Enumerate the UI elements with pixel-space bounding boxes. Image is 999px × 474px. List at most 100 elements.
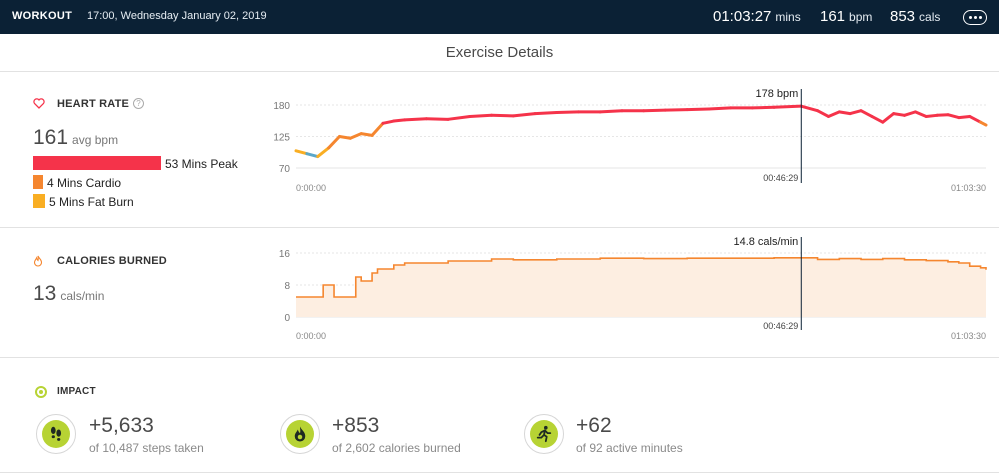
cals-value: 853 <box>890 8 916 25</box>
flame-icon <box>33 255 43 267</box>
active-minutes-impact-sub: of 92 active minutes <box>576 441 683 455</box>
series-segment <box>816 109 830 118</box>
y-tick-label: 70 <box>279 164 291 175</box>
calories-value: 13 <box>33 282 57 305</box>
footsteps-icon <box>50 426 62 441</box>
series-segment <box>359 132 374 137</box>
x-tick-label: 01:03:30 <box>951 331 986 341</box>
series-segment <box>859 109 874 118</box>
calories-badge <box>280 414 320 454</box>
series-segment <box>381 119 396 125</box>
heart-rate-label: HEART RATE <box>57 98 130 110</box>
cursor-time-label: 00:46:29 <box>763 173 798 183</box>
series-segment <box>348 132 363 140</box>
series-segment <box>979 120 988 127</box>
workout-title: WORKOUT <box>12 10 73 22</box>
calories-chart[interactable]: 16 8 0 14.8 cals/min 00:46:29 0:00:00 01:03:30 <box>0 232 999 352</box>
runner-icon <box>536 425 552 443</box>
more-options-button[interactable] <box>963 10 987 25</box>
series-segment <box>305 152 320 159</box>
series-segment <box>468 113 494 118</box>
x-tick-label: 0:00:00 <box>296 331 326 341</box>
series-segment <box>392 118 407 123</box>
steps-impact-value: +5,633 <box>89 414 154 437</box>
series-segment <box>903 110 917 117</box>
series-segment <box>826 110 841 118</box>
zone-bar <box>33 156 161 170</box>
cals-unit: cals <box>919 10 941 24</box>
duration-unit: mins <box>775 10 801 24</box>
x-tick-label: 0:00:00 <box>296 183 326 193</box>
section-divider <box>0 227 999 228</box>
series-segment <box>316 146 331 159</box>
series-segment <box>924 113 939 118</box>
series-line <box>296 257 987 298</box>
zone-bar <box>33 175 43 189</box>
series-segment <box>337 135 352 140</box>
series-segment <box>946 113 961 120</box>
series-segment <box>772 104 803 109</box>
bpm-stat: 161 bpm <box>820 8 872 25</box>
duration-stat: 01:03:27 mins <box>713 8 801 25</box>
impact-ring-icon <box>35 386 47 398</box>
y-tick-label: 0 <box>284 313 290 324</box>
series-segment <box>555 110 581 114</box>
series-segment <box>848 109 863 116</box>
active-minutes-impact-value: +62 <box>576 414 612 437</box>
avg-bpm-unit: avg bpm <box>72 133 119 147</box>
series-segment <box>663 108 689 112</box>
series-segment <box>870 114 885 124</box>
series-segment <box>799 104 820 113</box>
series-segment <box>892 112 907 117</box>
cursor-value-label: 178 bpm <box>755 88 798 100</box>
zone-bar <box>33 194 45 208</box>
series-segment <box>370 121 385 137</box>
steps-badge <box>36 414 76 454</box>
more-dot-icon <box>968 16 972 19</box>
series-segment <box>598 109 624 114</box>
zone-label: 4 Mins Cardio <box>47 176 122 190</box>
avg-heart-rate: 161 avg bpm <box>33 126 118 150</box>
more-dot-icon <box>978 16 982 19</box>
series-segment <box>533 110 559 116</box>
steps-impact-sub: of 10,487 steps taken <box>89 441 204 455</box>
bpm-unit: bpm <box>849 10 873 24</box>
workout-date: 17:00, Wednesday January 02, 2019 <box>87 10 267 22</box>
heart-icon <box>33 98 45 109</box>
series-segment <box>403 117 428 122</box>
series-segment <box>707 106 733 111</box>
page-title: Exercise Details <box>0 34 999 72</box>
series-segment <box>935 113 950 117</box>
section-divider <box>0 357 999 358</box>
cals-stat: 853 cals <box>890 8 940 25</box>
series-segment <box>913 110 928 118</box>
flame-icon <box>294 426 306 442</box>
series-segment <box>881 112 896 124</box>
series-segment <box>294 149 309 156</box>
y-tick-label: 180 <box>273 101 290 112</box>
calories-impact-value: +853 <box>332 414 380 437</box>
x-tick-label: 01:03:30 <box>951 183 986 193</box>
y-tick-label: 8 <box>284 281 290 292</box>
area-fill <box>296 257 986 317</box>
heart-rate-chart[interactable]: 180 125 70 178 bpm 00:46:29 0:00:00 01:03:30 <box>0 80 999 200</box>
series-segment <box>750 105 776 110</box>
y-tick-label: 125 <box>273 133 290 144</box>
series-segment <box>968 114 983 124</box>
series-segment <box>642 108 667 113</box>
series-segment <box>957 114 972 120</box>
series-segment <box>511 112 537 118</box>
top-bar: WORKOUT 17:00, Wednesday January 02, 201… <box>0 0 999 34</box>
cursor-time-label: 00:46:29 <box>763 321 798 331</box>
help-icon[interactable]: ? <box>133 98 144 109</box>
series-segment <box>424 117 450 121</box>
impact-label: IMPACT <box>57 386 96 397</box>
series-segment <box>446 114 472 121</box>
calories-rate: 13 cals/min <box>33 282 104 306</box>
bpm-value: 161 <box>820 8 846 25</box>
calories-impact-sub: of 2,602 calories burned <box>332 441 461 455</box>
avg-bpm-value: 161 <box>33 126 69 149</box>
series-segment <box>837 110 852 116</box>
cursor-value-label: 14.8 cals/min <box>733 236 798 248</box>
zone-label: 53 Mins Peak <box>165 157 238 171</box>
